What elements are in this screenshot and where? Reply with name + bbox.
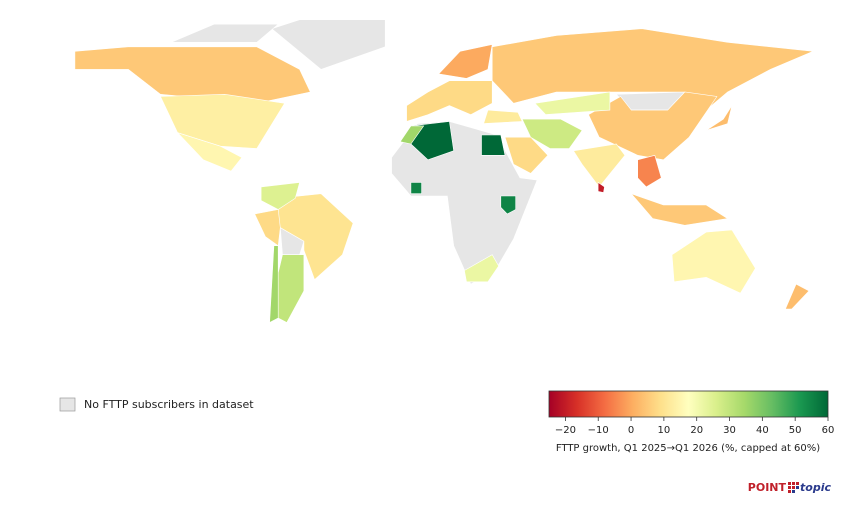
country (464, 254, 499, 283)
country (269, 245, 279, 324)
country (176, 132, 243, 172)
no-data-country (271, 19, 386, 70)
country (573, 143, 626, 188)
country (406, 80, 493, 122)
country (491, 28, 814, 111)
logo-left: POINT (748, 481, 787, 494)
colorbar-tick-label: 10 (658, 425, 671, 436)
country (500, 195, 517, 215)
country (410, 182, 422, 194)
colorbar-tick-label: 50 (789, 425, 802, 436)
colorbar-tick-label: −10 (588, 425, 609, 436)
country (74, 46, 311, 104)
country (784, 283, 810, 310)
country (534, 91, 611, 115)
colorbar-tick-label: 40 (756, 425, 769, 436)
colorbar-tick-label: 30 (723, 425, 736, 436)
no-data-country (171, 23, 280, 43)
country (588, 91, 718, 161)
country (597, 181, 605, 193)
country (637, 154, 662, 188)
country (481, 134, 506, 156)
country (483, 109, 523, 124)
country (399, 125, 425, 145)
no-data-swatch (59, 397, 76, 412)
colorbar-tick-label: 60 (822, 425, 835, 436)
country (160, 93, 286, 149)
country (260, 182, 301, 210)
country (706, 105, 733, 131)
country (671, 229, 756, 294)
country (504, 136, 549, 174)
country (521, 118, 583, 149)
colorbar-tick-label: −20 (555, 425, 576, 436)
no-data-label: No FTTP subscribers in dataset (84, 398, 254, 411)
logo-right: topic (800, 481, 831, 494)
colorbar-tick-label: 0 (628, 425, 634, 436)
no-data-country (391, 121, 538, 285)
colorbar (548, 390, 829, 418)
country (277, 254, 305, 323)
country (630, 193, 729, 226)
land (74, 19, 814, 324)
colorbar-label: FTTP growth, Q1 2025→Q1 2026 (%, capped … (556, 443, 820, 454)
colorbar-tick-label: 20 (690, 425, 703, 436)
country (438, 44, 493, 79)
logo-dots (788, 482, 799, 493)
country (254, 209, 281, 247)
